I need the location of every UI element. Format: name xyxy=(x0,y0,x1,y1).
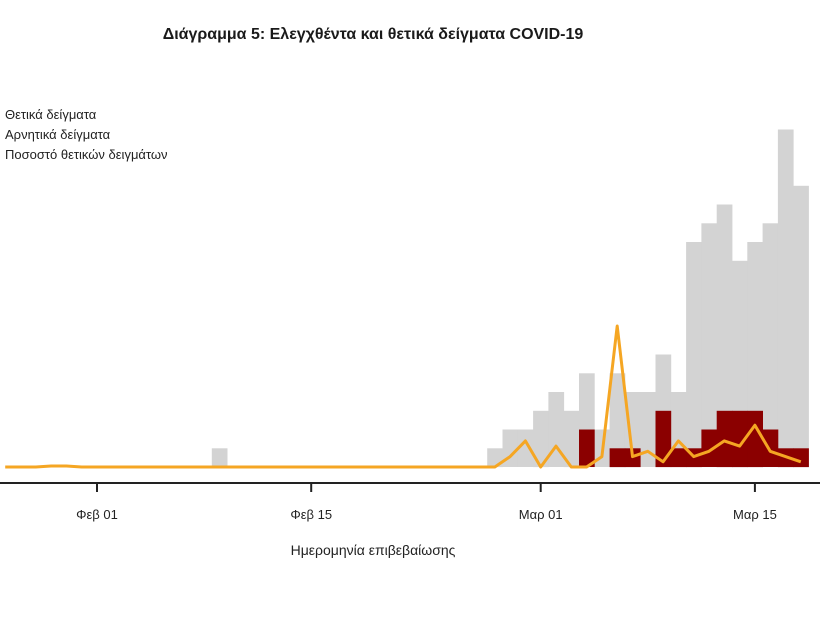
x-axis-label: Ημερομηνία επιβεβαίωσης xyxy=(290,542,456,558)
negative-bar xyxy=(777,129,794,467)
x-tick-label: Μαρ 15 xyxy=(733,507,777,522)
x-tick-label: Φεβ 15 xyxy=(290,507,332,522)
negative-bar xyxy=(548,392,565,467)
negative-bar xyxy=(716,204,733,467)
x-ticks: Φεβ 01 Φεβ 15 Μαρ 01 Μαρ 15 xyxy=(76,483,777,522)
legend-rate: Ποσοστό θετικών δειγμάτων xyxy=(5,147,168,162)
positive-bar xyxy=(747,410,763,468)
negative-bar xyxy=(747,242,763,467)
x-tick-label: Μαρ 01 xyxy=(519,507,563,522)
positive-bar xyxy=(701,429,718,467)
negative-bar xyxy=(624,392,641,467)
negative-bar xyxy=(701,223,718,468)
negative-bar xyxy=(517,429,534,467)
positive-bar xyxy=(655,410,672,468)
positive-bar xyxy=(716,410,733,468)
negative-bar xyxy=(762,223,779,468)
positive-bar xyxy=(579,429,595,467)
positive-bar xyxy=(793,448,809,468)
positive-bar xyxy=(762,429,779,467)
negative-bar xyxy=(640,392,656,467)
x-tick-label: Φεβ 01 xyxy=(76,507,118,522)
legend-positive: Θετικά δείγματα xyxy=(5,107,97,122)
negative-bar xyxy=(211,448,228,468)
positive-rate-line xyxy=(5,324,802,469)
positive-bar xyxy=(670,448,687,468)
negative-bar xyxy=(609,373,626,468)
positive-bar xyxy=(609,448,626,468)
negative-bar xyxy=(793,185,809,468)
negative-bar xyxy=(563,410,580,468)
negative-bar xyxy=(533,410,549,468)
negative-bar xyxy=(686,242,702,467)
positive-bar xyxy=(732,410,748,468)
chart-title: Διάγραμμα 5: Ελεγχθέντα και θετικά δείγμ… xyxy=(162,26,584,43)
legend-negative: Αρνητικά δείγματα xyxy=(5,127,111,142)
